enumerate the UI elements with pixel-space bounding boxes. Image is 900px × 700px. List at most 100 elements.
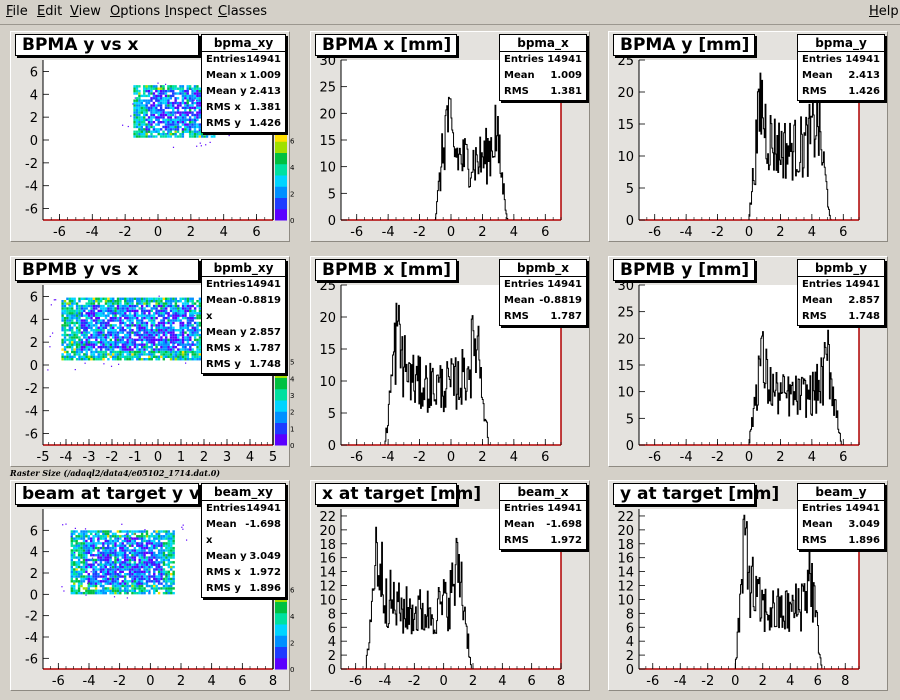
pad-beam_y[interactable]: -6 -4 -2 0 2 4 6 8 0 2 4 6 8 10 12 14 16 18 20 22 y at targe… bbox=[608, 480, 888, 691]
heatmap-cell bbox=[188, 94, 192, 98]
heatmap-cell bbox=[179, 341, 182, 344]
heatmap-cell bbox=[119, 297, 122, 300]
heatmap-cell bbox=[176, 97, 180, 100]
pad-bpma_x[interactable]: -6 -4 -2 0 2 4 6 0 5 10 15 20 25 30 BPMA x [mm] bpma_x E… bbox=[310, 31, 590, 242]
heatmap-cell bbox=[111, 546, 115, 550]
heatmap-cell bbox=[124, 358, 127, 361]
pad-bpmb_x[interactable]: -6 -4 -2 0 2 4 6 0 5 10 15 20 25 BPMB x [mm] bpmb_x Ent… bbox=[310, 256, 590, 467]
heatmap-cell bbox=[167, 577, 171, 581]
heatmap-cell bbox=[119, 554, 122, 557]
menu-inspect[interactable]: Inspect bbox=[165, 4, 213, 19]
heatmap-cell bbox=[186, 353, 190, 356]
heatmap-cell bbox=[143, 132, 146, 136]
heatmap-cell bbox=[97, 353, 100, 356]
heatmap-cell bbox=[184, 302, 187, 305]
heatmap-cell bbox=[61, 358, 64, 361]
heatmap-cell bbox=[128, 563, 132, 566]
pad-beam_x[interactable]: -6 -4 -2 0 2 4 6 8 0 2 4 6 8 10 12 14 16 18 20 22 x at targe… bbox=[310, 480, 590, 691]
heatmap-cell bbox=[99, 558, 103, 562]
heatmap-cell bbox=[87, 584, 90, 588]
pad-beam_xy[interactable]: 0 2 4 6 -6 -4 -2 0 2 4 6 8 -6 -4 -2 0 2 4 6 beam at target … bbox=[10, 480, 295, 691]
heatmap-cell bbox=[75, 535, 78, 538]
heatmap-cell bbox=[75, 353, 79, 356]
heatmap-cell bbox=[181, 92, 185, 95]
stats-box: bpmb_x Entries 14941 Mean -0.8819 RMS 1.787 bbox=[499, 259, 587, 326]
heatmap-cell bbox=[90, 299, 93, 303]
heatmap-cell bbox=[107, 329, 110, 332]
heatmap-cell bbox=[71, 329, 74, 332]
stats-row: RMS x 1.381 bbox=[202, 100, 285, 116]
heatmap-cell bbox=[75, 350, 79, 354]
heatmap-cell bbox=[119, 565, 122, 569]
heatmap-cell bbox=[90, 304, 93, 308]
x-tick-label: 8 bbox=[841, 674, 849, 689]
heatmap-cell bbox=[135, 132, 139, 136]
heatmap-cell bbox=[77, 554, 81, 557]
heatmap-cell bbox=[162, 130, 165, 133]
menu-view[interactable]: View bbox=[70, 4, 101, 19]
heatmap-cell bbox=[106, 561, 110, 564]
y-tick-label: 25 bbox=[617, 54, 634, 69]
heatmap-cell bbox=[116, 319, 120, 322]
heatmap-cell bbox=[136, 343, 139, 346]
heatmap-cell bbox=[133, 104, 136, 107]
heatmap-cell bbox=[196, 123, 199, 126]
heatmap-cell bbox=[177, 358, 180, 361]
heatmap-cell bbox=[133, 116, 136, 119]
heatmap-cell bbox=[128, 297, 132, 300]
heatmap-cell bbox=[181, 326, 185, 329]
pad-bpma_y[interactable]: -6 -4 -2 0 2 4 6 0 5 10 15 20 25 BPMA y [mm] bpma_y Ent… bbox=[608, 31, 888, 242]
heatmap-cell bbox=[172, 338, 175, 342]
heatmap-cell bbox=[94, 532, 98, 536]
heatmap-cell bbox=[157, 333, 161, 337]
heatmap-cell bbox=[111, 565, 115, 569]
heatmap-cell bbox=[114, 307, 117, 310]
heatmap-cell bbox=[159, 116, 163, 119]
heatmap-cell bbox=[191, 132, 194, 136]
palette-band bbox=[275, 133, 287, 138]
menu-edit[interactable]: Edit bbox=[37, 4, 63, 19]
heatmap-cell bbox=[150, 353, 153, 356]
heatmap-cell bbox=[92, 358, 96, 361]
heatmap-cell bbox=[162, 570, 166, 574]
heatmap-cell bbox=[97, 530, 100, 533]
heatmap-cell bbox=[145, 348, 149, 351]
heatmap-cell bbox=[92, 565, 95, 569]
heatmap-cell bbox=[198, 128, 201, 131]
heatmap-cell bbox=[112, 343, 115, 346]
menu-file[interactable]: File bbox=[6, 4, 28, 19]
heatmap-cell bbox=[73, 302, 76, 305]
heatmap-cell bbox=[131, 544, 134, 547]
stats-value: 2.413 bbox=[848, 70, 880, 81]
menu-options[interactable]: Options bbox=[110, 4, 161, 19]
heatmap-cell bbox=[124, 307, 127, 310]
heatmap-cell bbox=[109, 331, 112, 334]
heatmap-cell bbox=[184, 312, 187, 315]
heatmap-cell bbox=[85, 321, 88, 325]
heatmap-cell bbox=[133, 345, 137, 349]
heatmap-cell bbox=[131, 532, 134, 536]
menu-classes[interactable]: Classes bbox=[218, 4, 267, 19]
heatmap-cell bbox=[138, 336, 141, 339]
heatmap-cell bbox=[123, 582, 127, 585]
y-tick-label: -4 bbox=[25, 631, 38, 646]
heatmap-cell bbox=[119, 535, 122, 538]
heatmap-cell bbox=[179, 321, 182, 325]
heatmap-cell bbox=[170, 584, 173, 588]
heatmap-cell bbox=[193, 331, 197, 334]
heatmap-cell bbox=[176, 109, 180, 112]
pad-bpmb_xy[interactable]: 0 1 2 3 4 5 -5 -4 -3 -2 -1 0 1 2 3 4 5 -6 -4 -2 0 2 4 6 BPMB y v… bbox=[10, 256, 295, 467]
heatmap-cell bbox=[106, 580, 110, 583]
menu-help[interactable]: Help bbox=[869, 4, 899, 19]
heatmap-cell bbox=[73, 584, 76, 588]
heatmap-cell bbox=[133, 338, 137, 342]
pad-bpma_xy[interactable]: 0 2 4 6 -6 -4 -2 0 2 4 6 -6 -4 -2 0 2 4 6 BPMA y vs x bpma_… bbox=[10, 31, 295, 242]
heatmap-cell bbox=[175, 114, 177, 116]
heatmap-cell bbox=[176, 123, 180, 126]
heatmap-cell bbox=[159, 104, 163, 107]
heatmap-cell bbox=[196, 331, 199, 334]
heatmap-cell bbox=[189, 329, 192, 332]
heatmap-cell bbox=[162, 101, 165, 105]
heatmap-cell bbox=[131, 530, 134, 533]
pad-bpmb_y[interactable]: -6 -4 -2 0 2 4 6 0 5 10 15 20 25 30 BPMB y [mm] bpmb_y E… bbox=[608, 256, 888, 467]
